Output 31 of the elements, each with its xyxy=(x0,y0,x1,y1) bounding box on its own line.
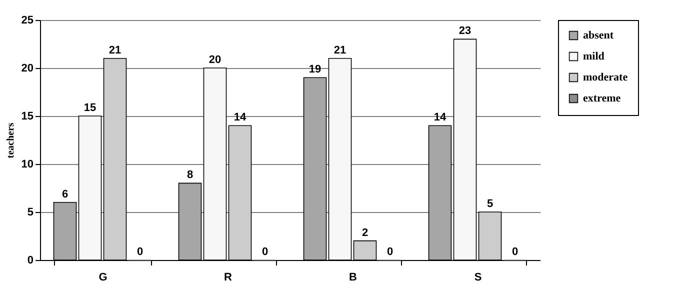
data-label: 0 xyxy=(512,246,518,258)
y-axis-title: teachers xyxy=(5,122,16,158)
data-label: 21 xyxy=(108,44,122,56)
data-label: 14 xyxy=(234,112,247,124)
data-label: 8 xyxy=(186,169,194,182)
y-tick-label: 25 xyxy=(21,14,34,26)
y-tick-label: 20 xyxy=(21,62,34,74)
data-label: 2 xyxy=(362,226,368,239)
y-tick-label: 0 xyxy=(27,254,34,266)
data-label: 5 xyxy=(486,198,494,210)
legend-label: extreme xyxy=(583,92,621,104)
data-label: 6 xyxy=(62,188,68,200)
data-label: 15 xyxy=(84,102,96,114)
y-tick-label: 10 xyxy=(21,158,34,170)
x-tick-label: G xyxy=(98,272,108,284)
x-tick-label: R xyxy=(224,272,232,284)
data-label: 0 xyxy=(262,246,268,258)
legend-label: moderate xyxy=(583,72,628,84)
data-label: 23 xyxy=(458,25,472,38)
data-label: 0 xyxy=(386,246,394,258)
data-label: 19 xyxy=(308,64,322,76)
x-tick-label: B xyxy=(349,272,358,284)
data-label: 21 xyxy=(334,44,346,56)
y-tick-label: 15 xyxy=(21,110,34,122)
legend-label: absent xyxy=(583,30,614,42)
data-label: 20 xyxy=(208,54,222,66)
legend-label: mild xyxy=(583,50,604,62)
data-label: 14 xyxy=(434,112,447,124)
x-tick-label: S xyxy=(474,272,482,284)
data-label: 0 xyxy=(136,246,144,258)
y-tick-label: 5 xyxy=(27,206,34,218)
